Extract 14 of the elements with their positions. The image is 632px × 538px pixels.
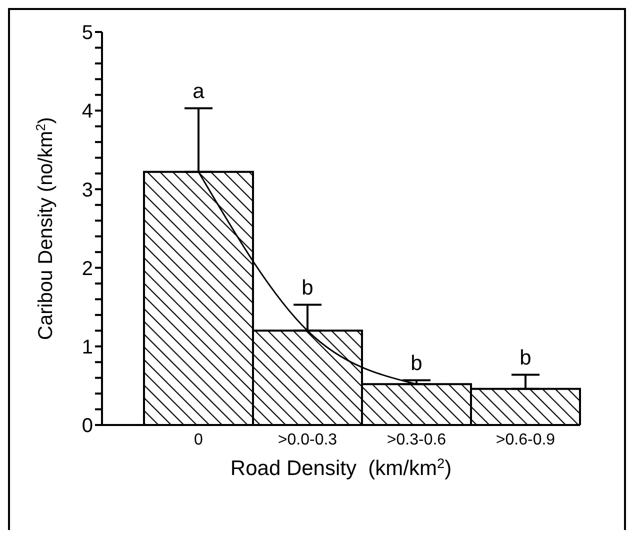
x-tick-label: >0.6-0.9 xyxy=(496,431,556,448)
annotation: a xyxy=(192,80,205,104)
y-tick-label: 1 xyxy=(82,336,93,358)
x-tick-label: >0.3-0.6 xyxy=(386,431,446,448)
x-tick-label: >0.0-0.3 xyxy=(278,431,338,448)
y-tick-label: 5 xyxy=(82,22,93,44)
annotation: b xyxy=(410,352,422,376)
y-tick-label: 2 xyxy=(82,258,93,280)
annotation: b xyxy=(302,276,314,300)
x-tick-label: 0 xyxy=(194,431,204,448)
y-tick-label: 4 xyxy=(82,100,93,123)
x-axis-title: Road Density (km/km$^{2}$) xyxy=(230,456,452,480)
y-tick-label: 3 xyxy=(82,179,93,202)
annotation: b xyxy=(520,346,532,370)
